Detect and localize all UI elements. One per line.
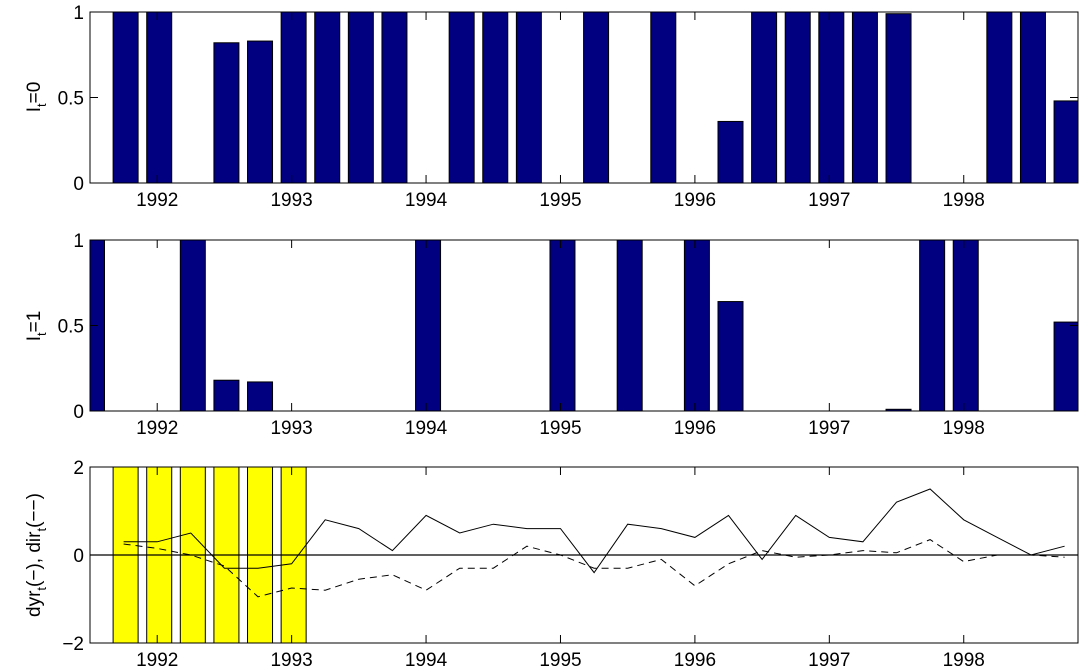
bar xyxy=(818,11,845,184)
xtick-label: 1996 xyxy=(674,650,716,671)
bar xyxy=(213,42,240,184)
bar xyxy=(482,11,509,184)
bar xyxy=(112,11,139,184)
xtick-label: 1998 xyxy=(943,418,985,439)
bar xyxy=(751,11,778,184)
bar xyxy=(179,239,206,412)
xtick-label: 1995 xyxy=(539,190,581,211)
xtick-label: 1998 xyxy=(943,650,985,671)
ytick-label: 2 xyxy=(73,458,84,479)
bar xyxy=(583,11,610,184)
xtick-label: 1997 xyxy=(808,418,850,439)
bar xyxy=(1019,11,1046,184)
xtick-label: 1992 xyxy=(136,418,178,439)
panel-bottom: dyrt(−), dirt(−−) −2 0 2 1992 1993 1994 1995 19… xyxy=(24,458,1079,671)
xtick-label: 1997 xyxy=(808,190,850,211)
ytick-label: 0 xyxy=(73,174,84,195)
svg-text:It=1: It=1 xyxy=(24,311,49,342)
xtick-label: 1994 xyxy=(405,650,448,671)
xtick-label: 1992 xyxy=(136,190,178,211)
bar xyxy=(415,239,442,412)
bar xyxy=(986,11,1013,184)
ytick-label: 0 xyxy=(73,546,84,567)
xtick-label: 1992 xyxy=(136,650,178,671)
svg-text:dyrt(−), dirt(−−): dyrt(−), dirt(−−) xyxy=(24,493,49,617)
bar xyxy=(919,239,946,412)
series-line-solid xyxy=(123,488,1065,574)
xtick-label: 1996 xyxy=(674,418,716,439)
bar xyxy=(683,239,710,412)
bar xyxy=(1053,100,1079,184)
bar xyxy=(247,40,274,184)
bar xyxy=(280,11,307,184)
ylabel-middle: It=1 xyxy=(24,311,49,342)
xtick-label: 1998 xyxy=(943,190,985,211)
bar xyxy=(616,239,643,412)
xtick-label: 1995 xyxy=(539,418,581,439)
ytick-label: 1 xyxy=(73,3,84,24)
panel-middle: It=1 0 0.5 1 1992 1993 1994 1995 1996 1997 1998 xyxy=(24,231,1079,439)
bar xyxy=(851,11,878,184)
ytick-label: 0.5 xyxy=(58,89,84,110)
xtick-label: 1993 xyxy=(270,190,312,211)
xtick-label: 1997 xyxy=(808,650,850,671)
xtick-label: 1993 xyxy=(270,418,312,439)
bar xyxy=(650,11,677,184)
bar xyxy=(213,379,240,412)
xtick-label: 1996 xyxy=(674,190,716,211)
ylabel-top: It=0 xyxy=(24,82,49,113)
bar xyxy=(448,11,475,184)
bar xyxy=(717,120,744,184)
panel-top: It=0 0 0.5 1 1992 1993 1994 1995 1996 1997 1998 xyxy=(24,3,1079,211)
bar xyxy=(1053,321,1079,412)
ylabel-bottom: dyrt(−), dirt(−−) xyxy=(24,493,49,617)
xtick-label: 1994 xyxy=(405,190,448,211)
svg-text:It=0: It=0 xyxy=(24,82,49,113)
ytick-label: −2 xyxy=(62,634,84,655)
bar xyxy=(549,239,576,412)
bar xyxy=(347,11,374,184)
bar xyxy=(784,11,811,184)
xtick-label: 1994 xyxy=(405,418,448,439)
bar xyxy=(146,11,173,184)
bar xyxy=(314,11,341,184)
bar xyxy=(515,11,542,184)
ytick-label: 1 xyxy=(73,231,84,252)
series-line-dashed xyxy=(123,539,1065,598)
bar xyxy=(717,301,744,412)
ytick-label: 0 xyxy=(73,402,84,423)
xtick-label: 1995 xyxy=(539,650,581,671)
xtick-label: 1993 xyxy=(270,650,312,671)
bar xyxy=(885,13,912,184)
ytick-label: 0.5 xyxy=(58,317,84,338)
bar xyxy=(381,11,408,184)
bar xyxy=(952,239,979,412)
bar xyxy=(247,381,274,412)
